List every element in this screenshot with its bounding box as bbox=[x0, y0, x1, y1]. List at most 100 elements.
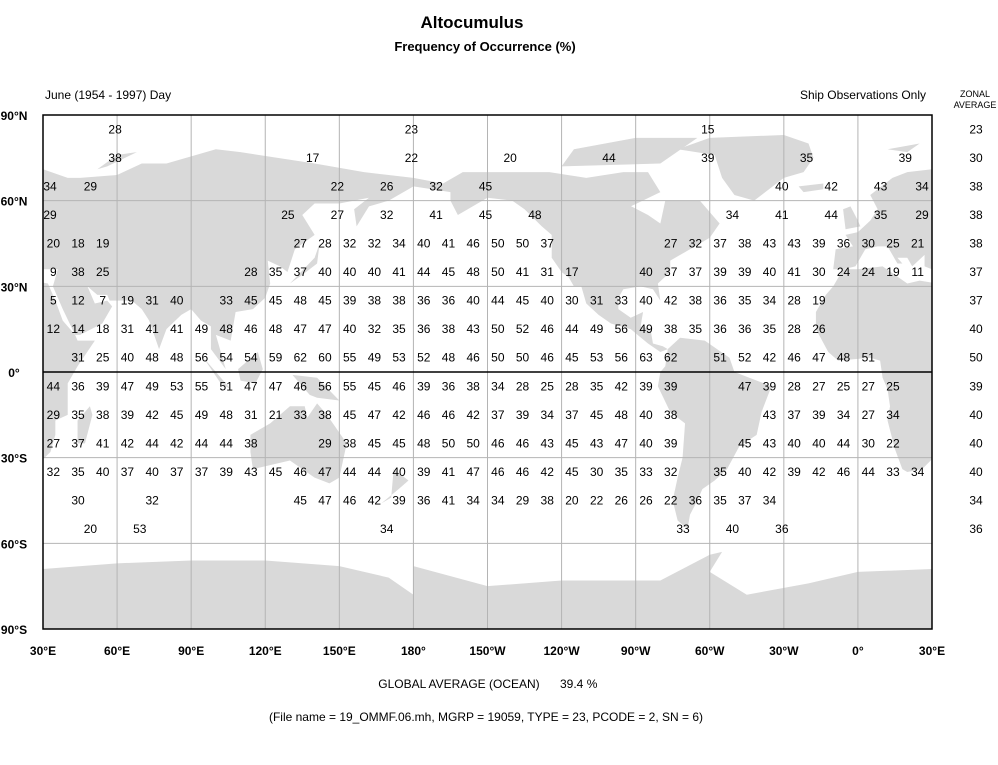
cell-value: 44 bbox=[195, 436, 209, 450]
cell-value: 35 bbox=[738, 294, 752, 308]
cell-value: 33 bbox=[886, 465, 900, 479]
cell-value: 40 bbox=[788, 436, 802, 450]
cell-value: 32 bbox=[368, 237, 382, 251]
zonal-average-value: 50 bbox=[969, 351, 983, 365]
cell-value: 45 bbox=[343, 408, 357, 422]
cell-value: 43 bbox=[763, 408, 777, 422]
cell-value: 40 bbox=[343, 265, 357, 279]
zonal-average-value: 40 bbox=[969, 436, 983, 450]
cell-value: 38 bbox=[368, 294, 382, 308]
cell-value: 41 bbox=[429, 208, 443, 222]
cell-value: 38 bbox=[664, 322, 678, 336]
cell-value: 47 bbox=[318, 465, 332, 479]
cell-value: 48 bbox=[220, 322, 234, 336]
cell-value: 62 bbox=[294, 351, 308, 365]
cell-value: 44 bbox=[47, 379, 61, 393]
cell-value: 44 bbox=[837, 436, 851, 450]
cell-value: 45 bbox=[565, 436, 579, 450]
cell-value: 34 bbox=[886, 408, 900, 422]
cell-value: 56 bbox=[195, 351, 209, 365]
cell-value: 56 bbox=[318, 379, 332, 393]
cell-value: 20 bbox=[84, 522, 98, 536]
cell-value: 43 bbox=[788, 237, 802, 251]
cell-value: 36 bbox=[71, 379, 85, 393]
cell-value: 45 bbox=[590, 408, 604, 422]
cell-value: 51 bbox=[220, 379, 234, 393]
cell-value: 20 bbox=[504, 151, 518, 165]
cell-value: 45 bbox=[392, 436, 406, 450]
map-area bbox=[43, 115, 932, 629]
source-label: Ship Observations Only bbox=[800, 88, 926, 102]
cell-value: 45 bbox=[368, 379, 382, 393]
cell-value: 47 bbox=[294, 322, 308, 336]
cell-value: 40 bbox=[343, 322, 357, 336]
cell-value: 49 bbox=[145, 379, 159, 393]
longitude-tick-label: 150°W bbox=[469, 644, 506, 658]
zonal-average-header: ZONAL bbox=[960, 89, 990, 99]
cell-value: 41 bbox=[442, 237, 456, 251]
cell-value: 40 bbox=[738, 465, 752, 479]
cell-value: 36 bbox=[775, 522, 789, 536]
zonal-average-value: 34 bbox=[969, 494, 983, 508]
zonal-average-value: 37 bbox=[969, 265, 983, 279]
cell-value: 24 bbox=[837, 265, 851, 279]
cell-value: 17 bbox=[565, 265, 579, 279]
cell-value: 38 bbox=[71, 265, 85, 279]
cell-value: 42 bbox=[615, 379, 629, 393]
cell-value: 35 bbox=[874, 208, 888, 222]
cell-value: 39 bbox=[899, 151, 913, 165]
cell-value: 40 bbox=[763, 265, 777, 279]
cell-value: 12 bbox=[47, 322, 61, 336]
cell-value: 41 bbox=[442, 465, 456, 479]
cell-value: 34 bbox=[911, 465, 925, 479]
cell-value: 35 bbox=[713, 465, 727, 479]
cell-value: 37 bbox=[788, 408, 802, 422]
cell-value: 34 bbox=[491, 379, 505, 393]
cell-value: 31 bbox=[541, 265, 555, 279]
cell-value: 45 bbox=[479, 179, 493, 193]
cell-value: 55 bbox=[343, 379, 357, 393]
cell-value: 42 bbox=[825, 179, 839, 193]
cell-value: 52 bbox=[417, 351, 431, 365]
cell-value: 25 bbox=[837, 379, 851, 393]
cell-value: 41 bbox=[96, 436, 110, 450]
cell-value: 41 bbox=[145, 322, 159, 336]
cell-value: 31 bbox=[244, 408, 258, 422]
cell-value: 50 bbox=[466, 436, 480, 450]
cell-value: 46 bbox=[837, 465, 851, 479]
cell-value: 38 bbox=[466, 379, 480, 393]
cell-value: 46 bbox=[491, 436, 505, 450]
cell-value: 34 bbox=[915, 179, 929, 193]
cell-value: 37 bbox=[294, 265, 308, 279]
global-average-label: GLOBAL AVERAGE (OCEAN) bbox=[378, 677, 539, 691]
cell-value: 27 bbox=[47, 436, 61, 450]
cell-value: 39 bbox=[812, 237, 826, 251]
cell-value: 24 bbox=[862, 265, 876, 279]
cell-value: 29 bbox=[318, 436, 332, 450]
cell-value: 45 bbox=[565, 465, 579, 479]
cell-value: 34 bbox=[43, 179, 57, 193]
cell-value: 39 bbox=[392, 494, 406, 508]
cell-value: 49 bbox=[639, 322, 653, 336]
cell-value: 35 bbox=[713, 494, 727, 508]
cell-value: 26 bbox=[380, 179, 394, 193]
longitude-axis: 30°E 60°E 90°E 120°E 150°E 180° 150°W 120°W 90°W… bbox=[30, 644, 945, 658]
cell-value: 25 bbox=[886, 237, 900, 251]
cell-value: 40 bbox=[145, 465, 159, 479]
cell-value: 35 bbox=[800, 151, 814, 165]
cell-value: 39 bbox=[220, 465, 234, 479]
cell-value: 36 bbox=[417, 494, 431, 508]
cell-value: 47 bbox=[269, 379, 283, 393]
cell-value: 48 bbox=[528, 208, 542, 222]
cell-value: 50 bbox=[516, 237, 530, 251]
cell-value: 44 bbox=[602, 151, 616, 165]
cell-value: 37 bbox=[713, 237, 727, 251]
cell-value: 49 bbox=[195, 322, 209, 336]
cell-value: 30 bbox=[565, 294, 579, 308]
cell-value: 42 bbox=[121, 436, 135, 450]
zonal-average-value: 40 bbox=[969, 408, 983, 422]
cell-value: 40 bbox=[639, 265, 653, 279]
latitude-tick-label: 60°N bbox=[1, 195, 28, 209]
longitude-tick-label: 180° bbox=[401, 644, 426, 658]
cell-value: 47 bbox=[121, 379, 135, 393]
